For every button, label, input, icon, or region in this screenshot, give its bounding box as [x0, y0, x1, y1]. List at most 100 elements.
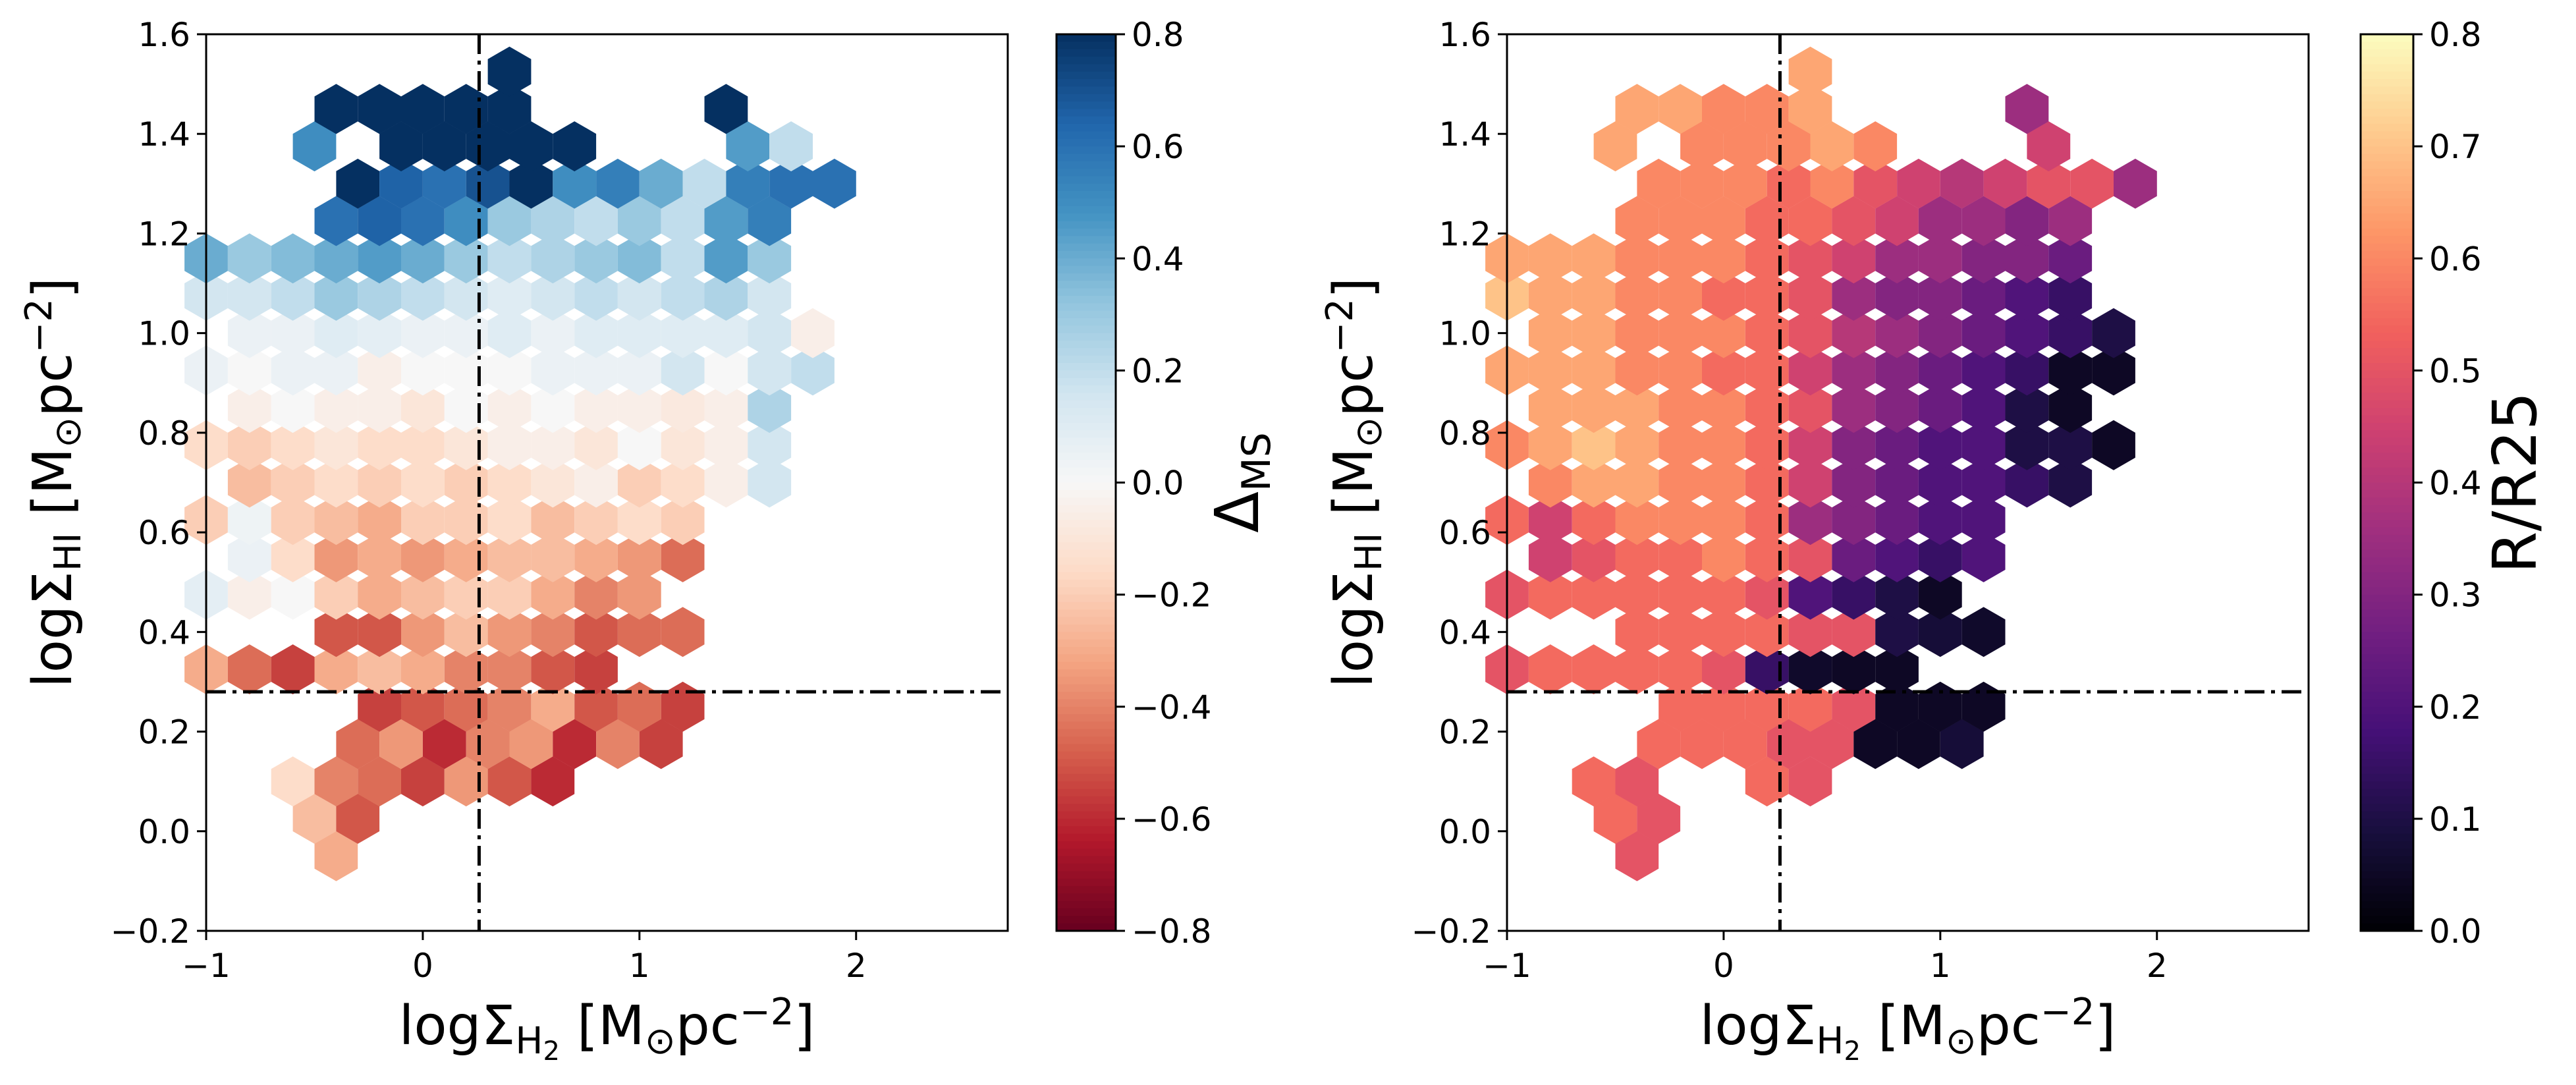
hexbin-cell [1767, 121, 1811, 172]
right-y-ticks: −0.2 0.0 0.2 0.4 0.6 0.8 1.0 1.2 1.4 1.6 [1411, 16, 1507, 951]
hexbin-cell [358, 607, 401, 657]
colorbar-segment [2361, 744, 2413, 752]
hexbin-cell [401, 644, 445, 694]
hexbin-cell [748, 457, 792, 508]
hexbin-cell [227, 345, 271, 396]
colorbar-segment [1056, 124, 1116, 132]
hexbin-cell [1788, 495, 1832, 545]
hexbin-cell [531, 607, 575, 657]
hexbin-cell [531, 756, 575, 807]
colorbar-segment [1056, 161, 1116, 170]
hexbin-cell [1918, 607, 1962, 657]
hexbin-cell [509, 158, 553, 209]
hexbin-cell [314, 532, 358, 582]
colorbar-segment [1056, 236, 1116, 244]
left-hexbin-panel: −1 0 1 2 −0.2 0.0 0.2 0.4 0.6 0.8 1.0 1.2 1.4 1.6 lo… [18, 16, 1280, 1067]
hexbin-cell [1658, 644, 1702, 694]
hexbin-cell [1528, 569, 1572, 620]
hexbin-cell [227, 644, 271, 694]
hexbin-cell [1572, 644, 1616, 694]
colorbar-segment [1056, 295, 1116, 304]
hexbin-cell [1702, 495, 1745, 545]
hexbin-cell [444, 495, 488, 545]
hexbin-cell [1961, 495, 2006, 545]
colorbar-segment [2361, 901, 2413, 909]
hexbin-cell [401, 569, 445, 620]
hexbin-cell [487, 644, 532, 694]
hexbin-cell [1658, 196, 1702, 246]
colorbar-segment [2361, 826, 2413, 835]
colorbar-segment [2361, 355, 2413, 364]
hexbin-cell [1788, 345, 1832, 396]
hexbin-cell [1615, 607, 1659, 657]
hexbin-cell [271, 644, 315, 694]
colorbar-segment [2361, 916, 2413, 924]
colorbar-segment [1056, 729, 1116, 738]
colorbar-segment [2361, 878, 2413, 887]
hexbin-cell [1788, 681, 1832, 732]
colorbar-segment [1056, 57, 1116, 65]
colorbar-segment [2361, 527, 2413, 536]
colorbar-segment [2361, 124, 2413, 132]
hexbin-cell [2070, 158, 2114, 209]
hexbin-cell [639, 719, 683, 769]
hexbin-cell [1658, 569, 1702, 620]
colorbar-segment [2361, 467, 2413, 476]
colorbar-segment [1056, 228, 1116, 237]
colorbar-segment [2361, 116, 2413, 125]
hexbin-cell [1637, 158, 1681, 209]
colorbar-segment [1056, 146, 1116, 155]
colorbar-segment [2361, 109, 2413, 117]
colorbar-segment [1056, 213, 1116, 222]
hexbin-cell [401, 383, 445, 433]
colorbar-segment [2361, 288, 2413, 296]
colorbar-segment [1056, 467, 1116, 476]
y-tick-label: 1.0 [138, 315, 190, 353]
y-tick-label: 0.6 [138, 514, 190, 552]
hexbin-cell [1788, 644, 1832, 694]
hexbin-cell [1658, 383, 1702, 433]
colorbar-segment [2361, 512, 2413, 521]
hexbin-cell [2092, 420, 2135, 470]
hexbin-cell [1788, 756, 1832, 807]
colorbar-segment [1056, 647, 1116, 655]
hexbin-cell [444, 756, 488, 807]
hexbin-cell [1788, 46, 1832, 97]
colorbar-segment [2361, 669, 2413, 678]
hexbin-cell [358, 569, 401, 620]
colorbar-segment [1056, 789, 1116, 797]
colorbar-segment [1056, 176, 1116, 184]
hexbin-cell [227, 271, 271, 321]
hexbin-cell [358, 532, 401, 582]
hexbin-cell [1961, 607, 2006, 657]
hexbin-cell [379, 719, 423, 769]
hexbin-cell [617, 345, 661, 396]
colorbar-tick-label: −0.2 [1132, 576, 1211, 615]
hexbin-cell [1788, 532, 1832, 582]
hexbin-cell [1615, 271, 1659, 321]
hexbin-cell [1745, 308, 1789, 358]
colorbar-tick-label: 0.2 [1132, 352, 1184, 390]
hexbin-cell [379, 121, 423, 172]
colorbar-segment [2361, 138, 2413, 148]
hexbin-cell [574, 196, 618, 246]
hexbin-cell [444, 196, 488, 246]
y-tick-label: 1.0 [1439, 315, 1491, 353]
hexbin-cell [1745, 271, 1789, 321]
x-tick-label: 1 [1930, 947, 1951, 985]
colorbar-segment [2361, 437, 2413, 446]
hexbin-cell [2048, 383, 2093, 433]
hexbin-cell [1745, 383, 1789, 433]
hexbin-cell [553, 121, 597, 172]
colorbar-segment [2361, 721, 2413, 730]
colorbar-segment [1056, 325, 1116, 334]
hexbin-cell [487, 569, 532, 620]
hexbin-cell [617, 569, 661, 620]
colorbar-tick-label: 0.0 [2429, 912, 2482, 951]
hexbin-cell [487, 607, 532, 657]
hexbin-cell [1832, 196, 1876, 246]
hexbin-cell [1572, 569, 1616, 620]
hexbin-cell [769, 121, 813, 172]
hexbin-cell [466, 121, 510, 172]
hexbin-cell [704, 84, 748, 134]
